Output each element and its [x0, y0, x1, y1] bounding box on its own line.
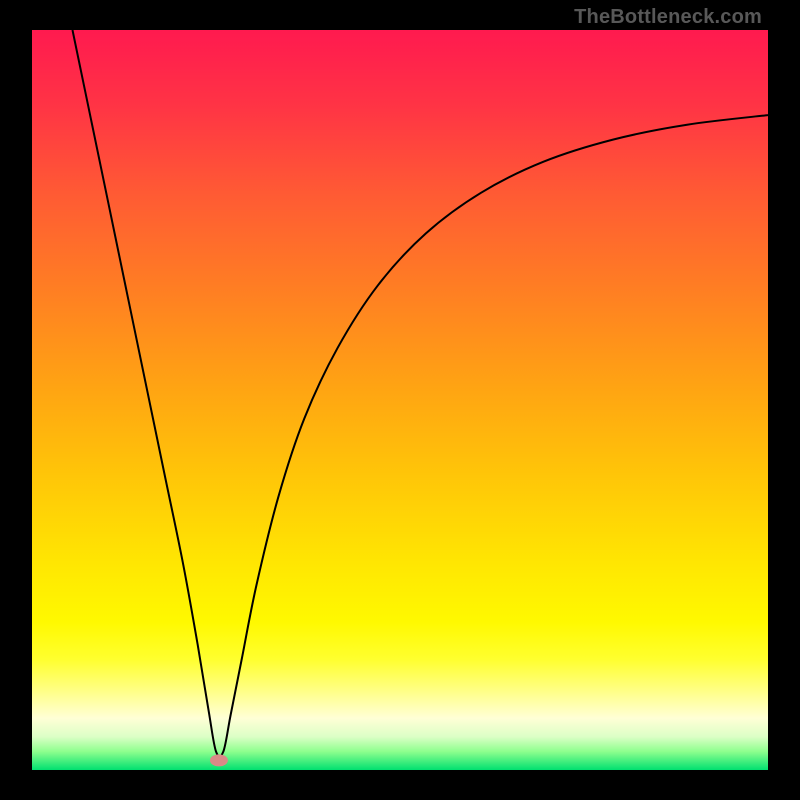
- minimum-marker: [210, 754, 228, 766]
- bottleneck-chart: [32, 30, 768, 770]
- plot-background: [32, 30, 768, 770]
- watermark-text: TheBottleneck.com: [574, 6, 762, 29]
